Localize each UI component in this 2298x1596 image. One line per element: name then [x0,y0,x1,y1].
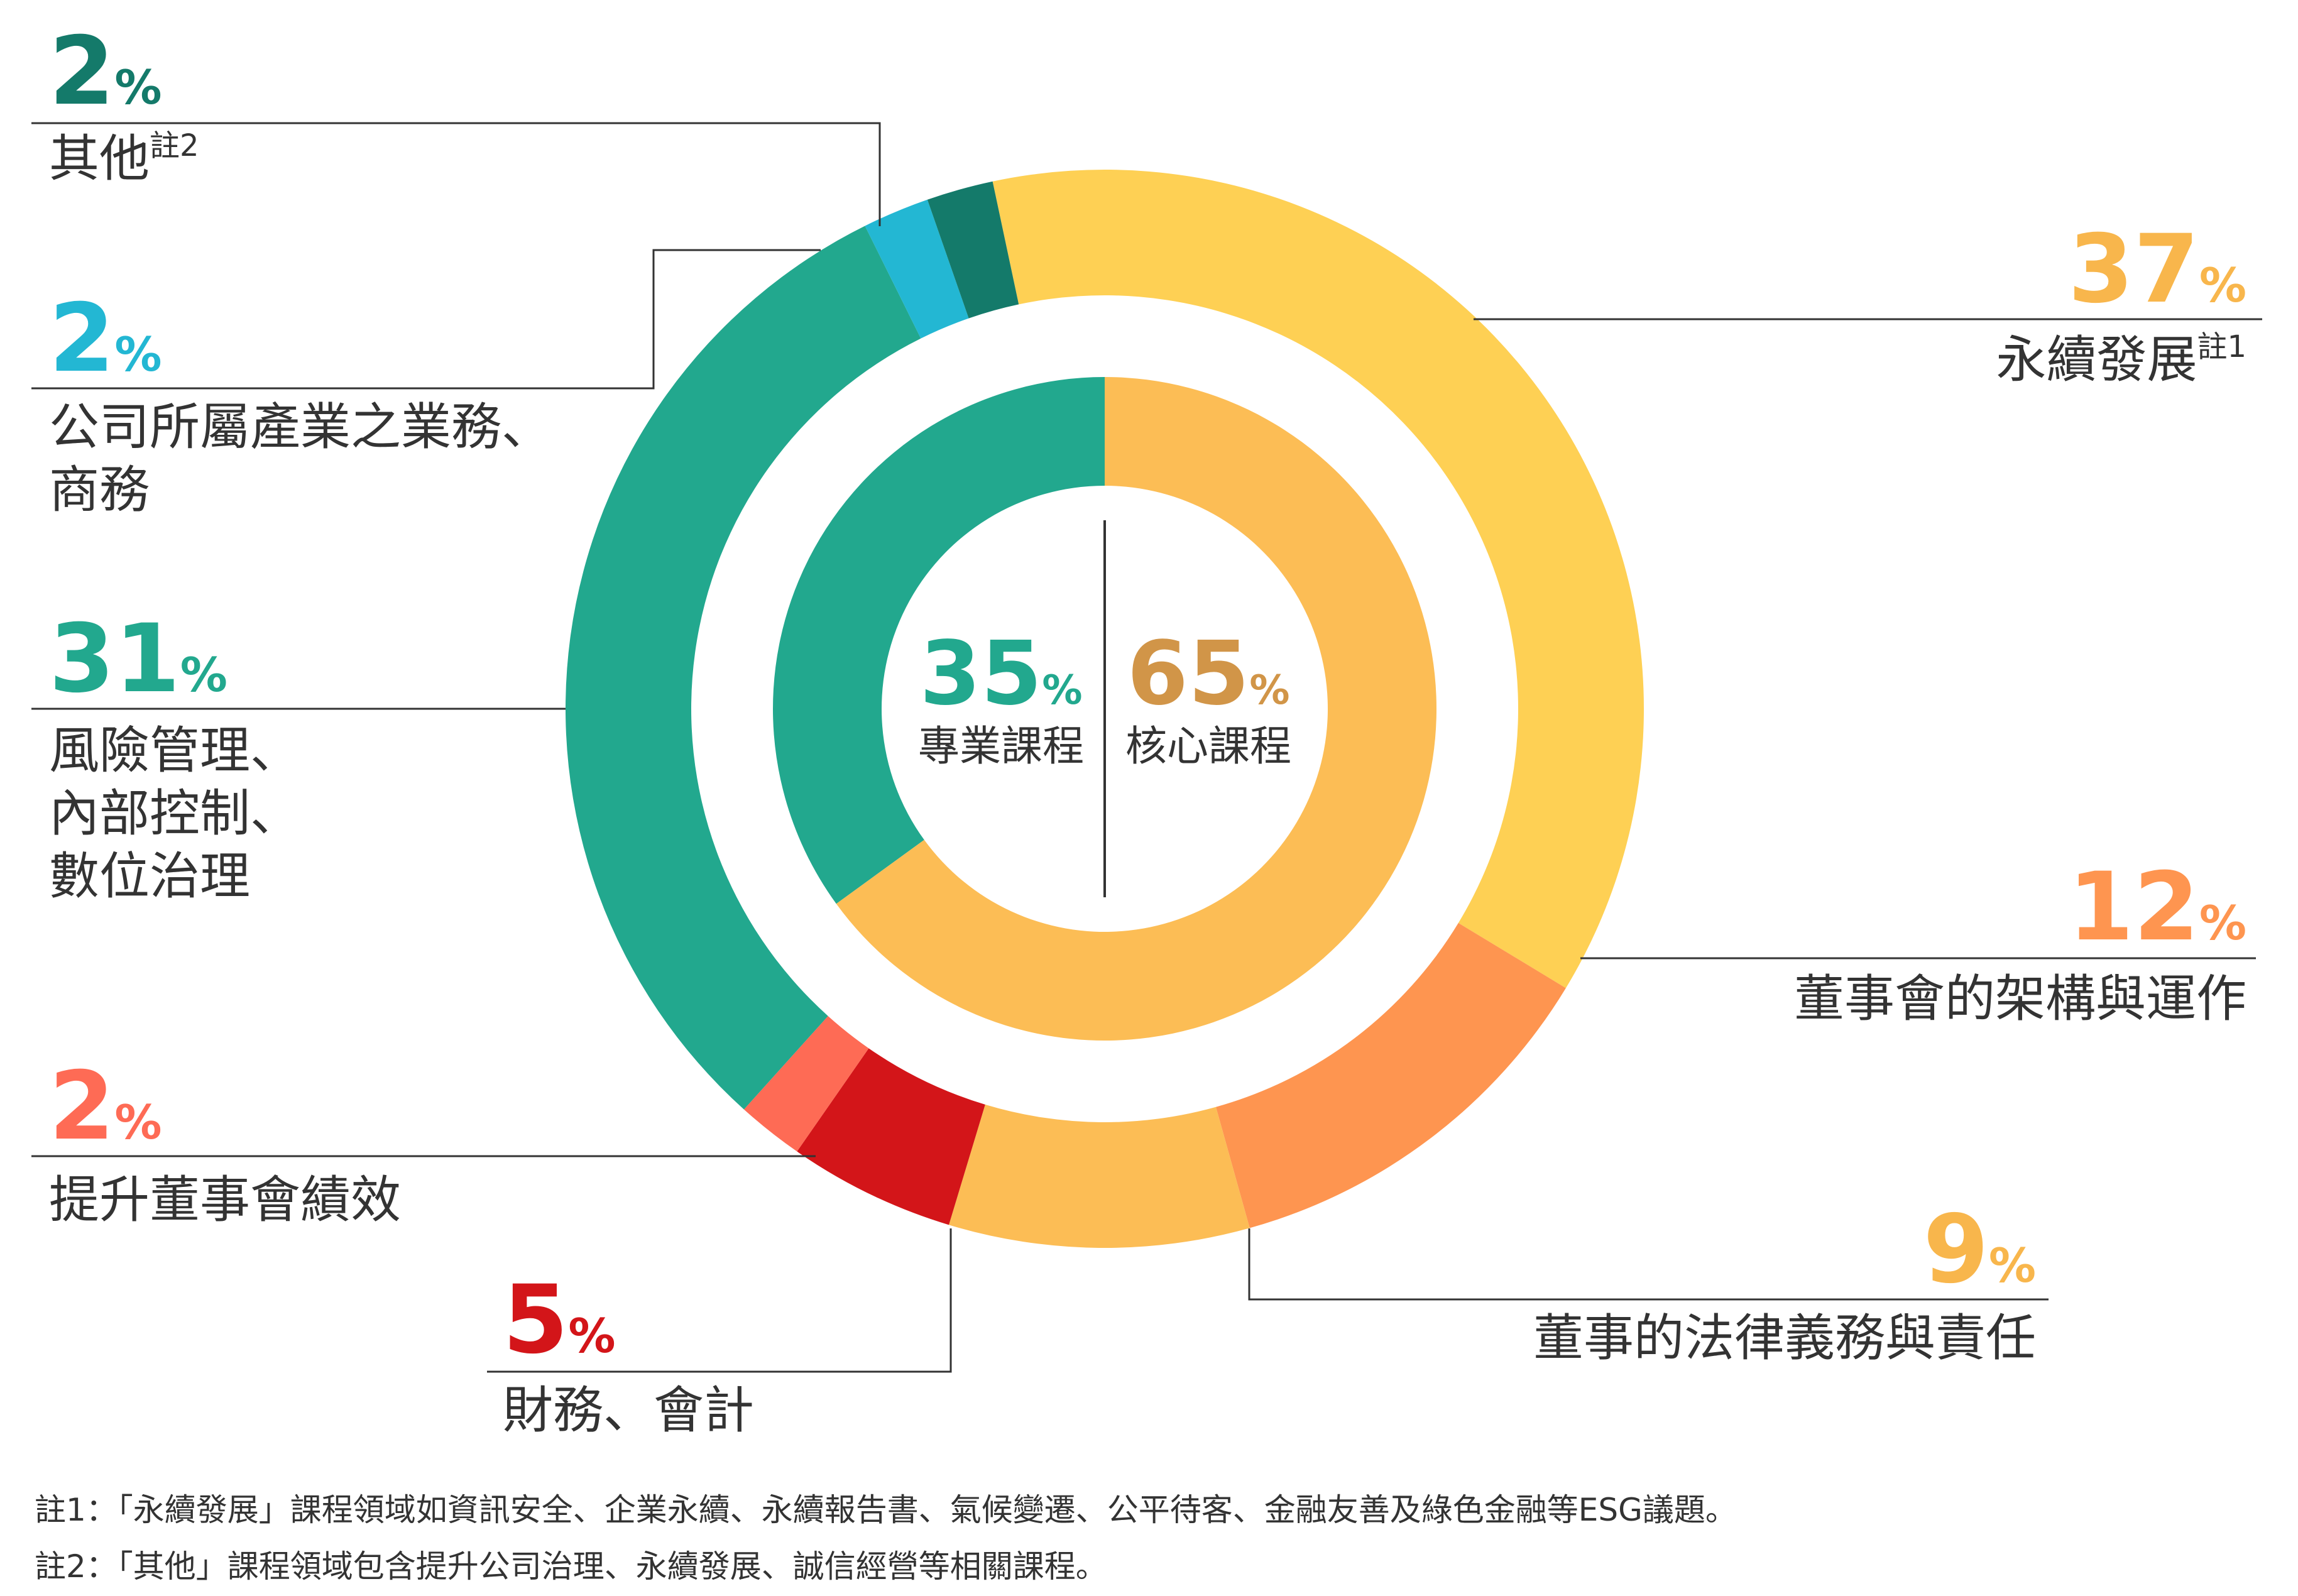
callout-number: 2 [49,17,114,126]
callout-label: 財務、會計 [503,1381,754,1440]
callout-note-ref: 註2 [150,128,199,163]
outer-slice-4 [743,1015,869,1152]
leader-line-3 [487,1228,952,1373]
footnote-2: 註2：「其他」課程領域包含提升公司治理、永續發展、誠信經營等相關課程。 [35,1548,1107,1585]
callout-percent: % [568,1308,615,1364]
callout-7: 2%其他註2 [49,17,199,188]
callout-percent: % [1989,1238,2036,1293]
outer-slice-7 [927,181,1019,319]
outer-slice-6 [865,199,969,339]
leader-line-2 [1248,1228,2049,1301]
callout-6: 2%公司所屬產業之業務、商務 [49,284,552,519]
callout-percent: % [114,327,161,382]
callout-note-ref: 註1 [2197,329,2246,364]
callout-percent: % [114,1095,161,1150]
callout-label: 內部控制、 [49,784,300,843]
callout-number: 31 [49,604,180,714]
callout-value: 2% [49,1052,162,1161]
callout-value: 2% [49,284,162,393]
callout-1: 12% 董事會的架構與運作 [1794,853,2246,1028]
inner-slice-1 [836,377,1436,1041]
callout-0: 37%永續發展註1 [1996,215,2246,389]
inner-ring [773,377,1436,1041]
outer-slice-2 [949,1104,1250,1248]
callout-5: 31% 風險管理、內部控制、數位治理 [49,604,300,905]
callout-4: 2% 提升董事會績效 [49,1052,401,1229]
callout-label: 董事的法律義務與責任 [1533,1309,2036,1367]
center-value: 65% [1127,623,1290,725]
callouts: 37%永續發展註112%董事會的架構與運作9%董事的法律義務與責任5%財務、會計… [49,17,2246,1440]
callout-value: 9% [1923,1195,2036,1304]
callout-percent: % [114,60,161,115]
footnote-1: 註1：「永續發展」課程領域如資訊安全、企業永續、永續報告書、氣候變遷、公平待客、… [35,1492,1737,1528]
callout-value: 2% [49,17,162,126]
callout-value: 37% [2068,215,2246,324]
callout-2: 9%董事的法律義務與責任 [1533,1195,2036,1367]
callout-number: 5 [503,1265,568,1375]
callout-number: 2 [49,284,114,393]
leader-lines [31,122,2262,1373]
callout-number: 9 [1923,1195,1988,1304]
callout-value: 5% [503,1265,616,1375]
outer-slice-5 [565,226,921,1110]
callout-percent: % [2199,258,2246,313]
callout-label: 其他註2 [49,128,199,188]
callout-number: 12 [2068,853,2199,962]
footnotes: 註1：「永續發展」課程領域如資訊安全、企業永續、永續報告書、氣候變遷、公平待客、… [35,1492,1737,1585]
center-label-1: 65%核心課程 [1125,623,1291,770]
leader-line-6 [31,249,821,390]
callout-value: 12% [2068,853,2246,962]
callout-number: 37 [2068,215,2199,324]
callout-percent: % [2199,895,2246,951]
inner-slice-0 [773,377,1105,904]
callout-label: 公司所屬產業之業務、 [49,398,552,456]
callout-3: 5% 財務、會計 [503,1265,754,1440]
center-value: 35% [920,623,1083,725]
callout-value: 31% [49,604,227,714]
outer-slice-1 [1215,922,1566,1228]
outer-slice-3 [797,1048,985,1225]
outer-ring [565,169,1644,1248]
callout-label: 永續發展註1 [1996,329,2246,389]
center-labels: 35%專業課程 65%核心課程 [918,623,1291,770]
center-label-0: 35%專業課程 [918,623,1084,770]
callout-number: 2 [49,1052,114,1161]
callout-label: 董事會的架構與運作 [1794,970,2246,1028]
callout-label: 數位治理 [49,847,250,905]
outer-slice-0 [992,169,1644,988]
callout-label: 商務 [49,461,150,519]
leader-line-7 [31,122,881,226]
center-caption: 核心課程 [1125,722,1291,770]
center-caption: 專業課程 [918,722,1084,770]
callout-label: 提升董事會績效 [49,1171,401,1229]
callout-percent: % [180,647,227,702]
callout-label: 風險管理、 [49,721,300,780]
